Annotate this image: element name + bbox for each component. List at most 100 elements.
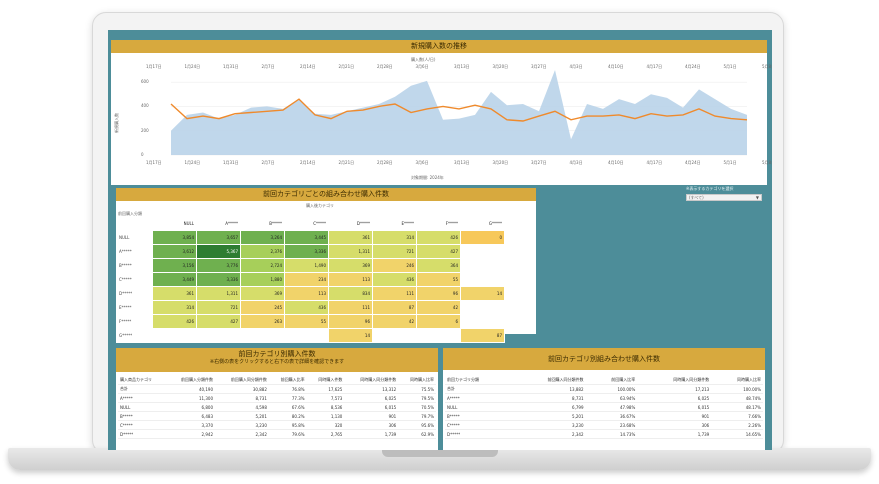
table-row[interactable]: B***** 5,201 36.67% 901 7.66% <box>445 411 763 421</box>
heatmap-cell[interactable]: 111 <box>328 300 373 315</box>
y-tick-label: 600 <box>141 79 149 85</box>
heatmap-cell[interactable]: 55 <box>284 314 329 329</box>
x-tick-label-top: 1月24日 <box>184 64 201 69</box>
table-row[interactable]: C***** 3,370 3,230 95.8% 320 306 95.6% <box>118 420 436 430</box>
table-row[interactable]: 合計 13,882 100.00% 17,213 100.00% <box>445 384 763 394</box>
heatmap-cell[interactable]: 834 <box>328 286 373 301</box>
heatmap-cell[interactable] <box>372 328 417 343</box>
heatmap-cell[interactable] <box>460 258 505 273</box>
heatmap-cell[interactable]: 0 <box>460 230 505 245</box>
table-cell: 95.6% <box>398 420 436 430</box>
heatmap-cell[interactable]: 96 <box>328 314 373 329</box>
table-row[interactable]: B***** 6,483 5,201 80.2% 1,130 901 79.7% <box>118 411 436 421</box>
table-row[interactable]: 合計 40,190 30,882 76.8% 17,625 13,312 75.5% <box>118 384 436 394</box>
table-cell: 3,230 <box>215 420 269 430</box>
table-row[interactable]: NULL 6,800 4,598 67.6% 8,536 6,015 70.5% <box>118 402 436 412</box>
category-purchase-title-block: 前回カテゴリ別購入件数 ※右側の表をクリックすると右下の表で詳細を確認できます <box>116 348 438 372</box>
heatmap-cell[interactable] <box>284 328 329 343</box>
heatmap-cell[interactable] <box>240 328 285 343</box>
table-row[interactable]: A***** 11,300 8,731 77.3% 7,573 6,025 79.5% <box>118 393 436 403</box>
heatmap-cell[interactable]: 427 <box>416 244 461 259</box>
heatmap-cell[interactable]: 3,264 <box>240 230 285 245</box>
heatmap-cell[interactable]: 721 <box>372 244 417 259</box>
table-cell: 79.5% <box>398 393 436 403</box>
heatmap-cell[interactable]: 361 <box>328 230 373 245</box>
heatmap-cell[interactable] <box>460 244 505 259</box>
heatmap-cell[interactable] <box>460 300 505 315</box>
heatmap-cell[interactable]: 369 <box>240 286 285 301</box>
heatmap-row: A***** 3,612 5,367 2,376 3,336 1,311 721 427 <box>116 244 505 259</box>
heatmap-cell[interactable] <box>460 314 505 329</box>
heatmap-cell[interactable]: 3,657 <box>196 230 241 245</box>
heatmap-cell[interactable]: 1,490 <box>284 258 329 273</box>
heatmap-cell[interactable]: 436 <box>284 300 329 315</box>
table-row[interactable]: NULL 6,799 47.98% 6,015 48.17% <box>445 402 763 412</box>
heatmap-cell[interactable]: 113 <box>328 272 373 287</box>
x-tick-label-top: 1月31日 <box>223 64 239 69</box>
heatmap-cell[interactable]: 246 <box>372 258 417 273</box>
heatmap-cell[interactable]: 1,311 <box>196 286 241 301</box>
heatmap-cell[interactable]: 5,367 <box>196 244 241 259</box>
heatmap-cell[interactable] <box>152 328 197 343</box>
heatmap-cell[interactable]: 87 <box>372 300 417 315</box>
heatmap-cell[interactable]: 426 <box>152 314 197 329</box>
heatmap-row: G***** 14 87 <box>116 328 505 343</box>
heatmap-cell[interactable]: 364 <box>416 258 461 273</box>
table-column-header: 前回購入比率 <box>585 376 638 385</box>
heatmap-cell[interactable]: 42 <box>416 300 461 315</box>
heatmap-cell[interactable]: 6 <box>416 314 461 329</box>
heatmap-cell[interactable]: 2,724 <box>240 258 285 273</box>
heatmap-cell[interactable]: 1,311 <box>328 244 373 259</box>
combination-purchase-table: 前回カテゴリ分類 前回購入同分類件数 前回購入比率 同時購入同分類件数 同時購入比率 合計… <box>445 376 763 439</box>
table-cell: 5,201 <box>511 411 586 421</box>
heatmap-cell[interactable]: 361 <box>152 286 197 301</box>
heatmap-cell[interactable]: 42 <box>372 314 417 329</box>
heatmap-cell[interactable]: 113 <box>284 286 329 301</box>
table-row[interactable]: D***** 2,342 14.73% 1,739 14.65% <box>445 429 763 439</box>
heatmap-cell[interactable]: 427 <box>196 314 241 329</box>
heatmap-cell[interactable]: 87 <box>460 328 505 343</box>
heatmap-cell[interactable]: 245 <box>240 300 285 315</box>
x-tick-label-top: 4月17日 <box>646 64 663 69</box>
heatmap-cell[interactable]: 55 <box>416 272 461 287</box>
table-column-header: 同時購入同分類件数 <box>344 376 399 385</box>
heatmap-cell[interactable]: 2,376 <box>240 244 285 259</box>
heatmap-cell[interactable]: 3,776 <box>196 258 241 273</box>
heatmap-cell[interactable] <box>196 328 241 343</box>
heatmap-cell[interactable]: 14 <box>460 286 505 301</box>
heatmap-cell[interactable]: 3,445 <box>284 230 329 245</box>
heatmap-cell[interactable]: 111 <box>372 286 417 301</box>
heatmap-cell[interactable]: 3,854 <box>152 230 197 245</box>
heatmap-cell[interactable]: 369 <box>328 258 373 273</box>
table-column-header: 前回購入同分類件数 <box>511 376 586 385</box>
heatmap-cell[interactable]: 1,880 <box>240 272 285 287</box>
heatmap-cell[interactable]: 3,336 <box>196 272 241 287</box>
heatmap-cell[interactable]: 14 <box>328 328 373 343</box>
heatmap-cell[interactable]: 436 <box>372 272 417 287</box>
table-row[interactable]: D***** 2,942 2,342 79.6% 2,765 1,739 62.9% <box>118 429 436 439</box>
heatmap-cell[interactable]: 314 <box>152 300 197 315</box>
table-cell: 63.94% <box>585 393 638 403</box>
heatmap-row-label: F***** <box>116 314 153 329</box>
heatmap-cell[interactable]: 234 <box>284 272 329 287</box>
heatmap-cell[interactable] <box>416 328 461 343</box>
heatmap-cell[interactable]: 314 <box>372 230 417 245</box>
heatmap-cell[interactable]: 3,612 <box>152 244 197 259</box>
heatmap-cell[interactable]: 3,449 <box>152 272 197 287</box>
category-filter-dropdown[interactable]: (すべて) ▼ <box>686 194 762 201</box>
heatmap-panel: 前回カテゴリごとの組み合わせ購入件数 購入後カテゴリ 前回購入分類 NULL A*… <box>116 188 536 343</box>
combination-purchase-title: 前回カテゴリ別組み合わせ購入件数 <box>443 348 765 370</box>
heatmap-cell[interactable]: 426 <box>416 230 461 245</box>
heatmap-cell[interactable]: 263 <box>240 314 285 329</box>
table-row[interactable]: C***** 3,230 23.68% 306 2.26% <box>445 420 763 430</box>
heatmap-cell[interactable] <box>460 272 505 287</box>
heatmap-column-header: E***** <box>372 216 417 231</box>
x-tick-label-bottom: 3月20日 <box>492 160 509 165</box>
heatmap-cell[interactable]: 3,336 <box>284 244 329 259</box>
table-row[interactable]: A***** 8,731 63.94% 6,025 48.74% <box>445 393 763 403</box>
table-cell: 8,536 <box>306 402 345 412</box>
heatmap-cell[interactable]: 3,156 <box>152 258 197 273</box>
heatmap-cell[interactable]: 721 <box>196 300 241 315</box>
x-tick-label-bottom: 2月7日 <box>261 160 275 165</box>
heatmap-cell[interactable]: 96 <box>416 286 461 301</box>
